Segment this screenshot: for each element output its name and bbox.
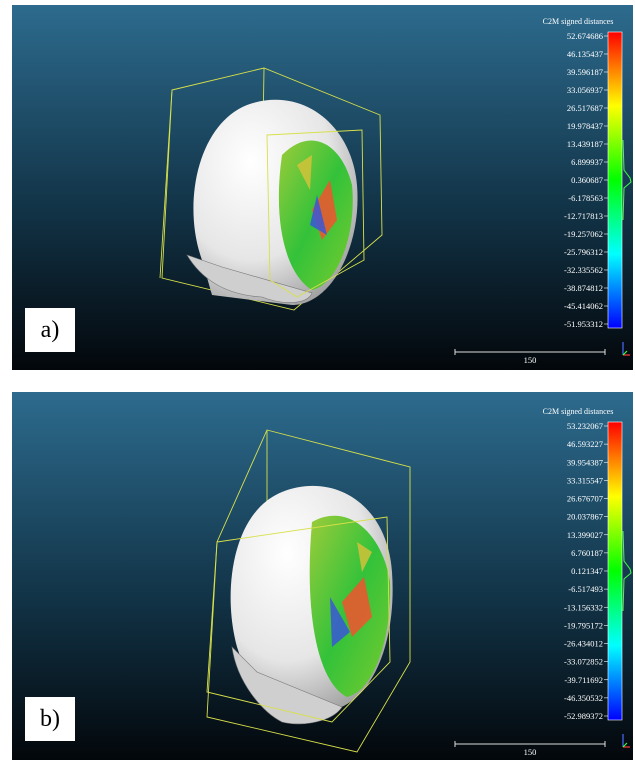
scale-tick-label: -25.796312 (564, 247, 603, 257)
scale-tick-label: -6.178563 (568, 193, 603, 203)
scale-bar-label: 150 (524, 747, 537, 757)
scale-tick-label: -33.072852 (564, 657, 603, 667)
scale-tick-label: -52.989372 (564, 711, 603, 721)
scale-tick-label: -38.874812 (564, 283, 603, 293)
page: {"panels": [ {"label": "a)", "scale_titl… (0, 0, 635, 763)
scale-tick-label: 0.121347 (571, 566, 603, 576)
scale-tick-label: -32.335562 (564, 265, 603, 275)
scale-tick-label: -13.156332 (564, 602, 603, 612)
scale-tick-label: 26.517687 (567, 103, 603, 113)
panel-a: a) C2M signed distances 52.674686 46.135437… (12, 5, 633, 370)
color-bar (608, 32, 622, 328)
scale-tick-label: 19.978437 (567, 121, 603, 131)
scale-tick-label: -19.257062 (564, 229, 603, 239)
scale-tick-label: -39.711692 (564, 675, 603, 685)
scale-tick-label: -19.795172 (564, 620, 603, 630)
scale-tick-label: -45.414062 (564, 301, 603, 311)
scale-tick-label: 33.315547 (567, 475, 603, 485)
scale-tick-label: 26.676707 (567, 494, 603, 504)
scale-tick-label: 52.674686 (567, 31, 603, 41)
scale-tick-label: 39.954387 (567, 457, 603, 467)
scale-tick-label: -12.717813 (564, 211, 603, 221)
figure: a) C2M signed distances 52.674686 46.135437… (0, 0, 635, 763)
scale-tick-label: 0.360687 (571, 175, 603, 185)
scale-tick-label: 39.596187 (567, 67, 603, 77)
scale-tick-label: 46.593227 (567, 439, 603, 449)
scale-tick-label: 53.232067 (567, 421, 603, 431)
scale-tick-label: -26.434012 (564, 639, 603, 649)
scale-bar-label: 150 (524, 355, 537, 365)
panel-b: b) C2M signed distances 53.232067 46.593227… (12, 392, 633, 760)
panel-label: b) (40, 706, 60, 732)
scale-tick-label: 13.439187 (567, 139, 603, 149)
scale-tick-label: 46.135437 (567, 49, 603, 59)
color-bar (608, 422, 622, 720)
panel-label: a) (41, 317, 60, 343)
scale-tick-label: 33.056937 (567, 85, 603, 95)
scale-title: C2M signed distances (543, 17, 614, 26)
scale-title: C2M signed distances (543, 407, 614, 416)
scale-tick-label: 6.760187 (571, 548, 603, 558)
scale-tick-label: -51.953312 (564, 319, 603, 329)
scale-tick-label: 20.037867 (567, 512, 603, 522)
scale-tick-label: 6.899937 (571, 157, 603, 167)
scale-tick-label: -6.517493 (568, 584, 603, 594)
scale-tick-label: -46.350532 (564, 693, 603, 703)
scale-tick-label: 13.399027 (567, 530, 603, 540)
